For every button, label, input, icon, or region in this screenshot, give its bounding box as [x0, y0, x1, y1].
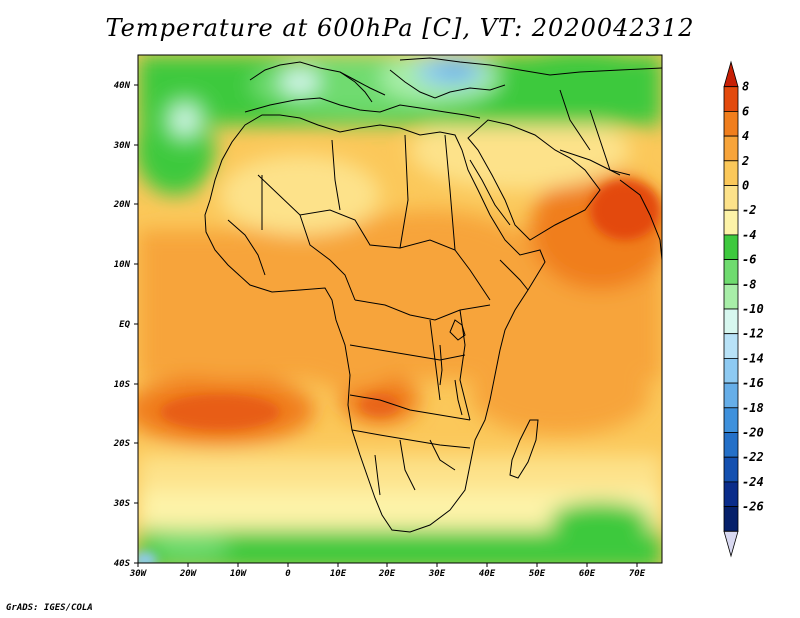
y-tick-label: 20S — [113, 439, 131, 449]
x-tick-label: 10W — [230, 569, 248, 579]
colorbar-swatch — [723, 481, 739, 507]
x-tick-label: 30W — [129, 569, 148, 579]
colorbar-swatch — [723, 86, 739, 112]
colorbar-swatch — [723, 60, 739, 88]
colorbar-label: 0 — [742, 179, 749, 193]
colorbar-label: -22 — [742, 450, 764, 464]
colorbar-swatch — [723, 357, 739, 384]
colorbar-label: -14 — [742, 351, 764, 365]
colorbar-swatch — [723, 160, 739, 186]
y-tick-label: 40N — [114, 81, 131, 91]
x-tick-label: 60E — [579, 569, 596, 579]
colorbar-swatch — [723, 135, 739, 162]
colorbar-swatch — [723, 432, 739, 458]
colorbar-swatch — [723, 407, 739, 433]
y-tick-label: 20N — [113, 200, 131, 210]
colorbar-label: -12 — [742, 327, 764, 341]
colorbar-swatch — [723, 382, 739, 409]
colorbar-label: -2 — [742, 203, 756, 217]
colorbar-swatch — [723, 456, 739, 483]
coastlines — [204, 57, 662, 533]
colorbar-swatch — [723, 283, 739, 310]
y-axis-labels: 40S 30S 20S 10S EQ 10N 20N 30N 40N — [113, 81, 131, 569]
x-axis-labels: 30W 20W 10W 0 10E 20E 30E 40E 50E 60E 70… — [129, 569, 646, 579]
colorbar-label: -8 — [742, 277, 756, 291]
colorbar: 8 6 4 2 0 -2 -4 -6 -8 -10 -12 -14 -16 -18 -20 -22 -24 -26 — [723, 60, 764, 558]
colorbar-label: -24 — [742, 475, 764, 489]
x-tick-label: 20E — [378, 569, 396, 579]
colorbar-label: 2 — [741, 154, 749, 168]
colorbar-label: -16 — [742, 376, 764, 390]
y-tick-label: 40S — [114, 559, 131, 569]
y-tick-label: 10N — [114, 260, 131, 270]
y-tick-label: 30S — [113, 499, 131, 509]
colorbar-swatch — [723, 185, 739, 211]
tick-marks — [134, 84, 638, 567]
colorbar-label: -6 — [742, 253, 756, 267]
map-title: Temperature at 600hPa [C], VT: 202004231… — [105, 14, 695, 42]
colorbar-label: -26 — [742, 500, 764, 514]
colorbar-swatch — [723, 209, 739, 236]
y-tick-label: 10S — [114, 380, 131, 390]
plot-frame — [137, 54, 663, 564]
y-tick-label: 30N — [113, 141, 131, 151]
colorbar-label: -20 — [742, 426, 764, 440]
colorbar-label: 6 — [742, 104, 749, 118]
x-tick-label: 50E — [529, 569, 546, 579]
x-tick-label: 20W — [179, 569, 198, 579]
colorbar-swatch — [723, 308, 739, 335]
x-tick-label: 40E — [479, 569, 496, 579]
colorbar-swatch — [723, 111, 739, 137]
colorbar-label: 8 — [742, 80, 749, 94]
colorbar-label: -10 — [742, 302, 764, 316]
colorbar-label: 4 — [742, 129, 749, 143]
colorbar-swatch — [723, 234, 739, 260]
x-tick-label: 30E — [428, 569, 446, 579]
colorbar-label: -18 — [742, 401, 764, 415]
x-tick-label: 0 — [285, 569, 291, 579]
colorbar-swatch — [723, 333, 739, 359]
grads-credit: GrADS: IGES/COLA — [6, 603, 93, 613]
colorbar-swatch — [723, 506, 739, 532]
y-tick-label: EQ — [119, 320, 130, 330]
colorbar-swatch — [723, 259, 739, 285]
temperature-field — [138, 55, 662, 563]
x-tick-label: 70E — [629, 569, 646, 579]
x-tick-label: 10E — [330, 569, 347, 579]
colorbar-label: -4 — [742, 228, 756, 242]
colorbar-swatch — [723, 530, 739, 558]
